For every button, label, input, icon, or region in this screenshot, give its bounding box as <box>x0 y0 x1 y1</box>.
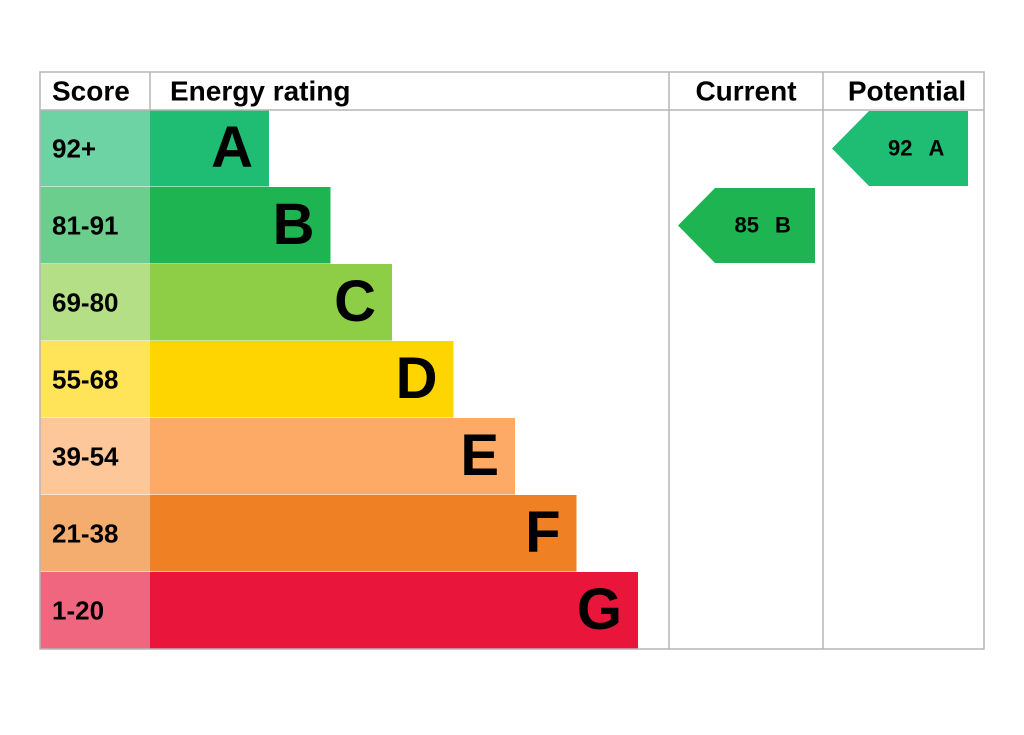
rating-bar <box>150 572 638 649</box>
band-letter: B <box>273 192 315 257</box>
rating-bar <box>150 418 515 495</box>
score-cell <box>40 264 150 341</box>
rating-bar <box>150 110 269 187</box>
rating-bar <box>150 341 454 418</box>
score-cell <box>40 418 150 495</box>
header-score: Score <box>52 75 130 106</box>
score-cell-tint <box>40 187 150 264</box>
header-rating: Energy rating <box>170 75 350 106</box>
score-cell-tint <box>40 341 150 418</box>
score-cell <box>40 110 150 187</box>
score-range: 92+ <box>52 133 96 163</box>
rating-bar <box>150 187 331 264</box>
band-letter: E <box>460 423 499 488</box>
potential-band: A <box>929 135 945 160</box>
score-range: 1-20 <box>52 595 104 625</box>
score-cell <box>40 187 150 264</box>
band-letter: A <box>211 115 253 180</box>
score-range: 39-54 <box>52 441 119 471</box>
header-potential: Potential <box>848 75 966 106</box>
band-letter: F <box>525 500 560 565</box>
table-lines <box>39 71 985 650</box>
score-cell-tint <box>40 495 150 572</box>
score-cell <box>40 341 150 418</box>
rating-bar <box>150 264 392 341</box>
score-cell <box>40 495 150 572</box>
potential-score: 92 <box>888 135 912 160</box>
score-range: 21-38 <box>52 518 119 548</box>
current-band: B <box>775 212 791 237</box>
score-cell-tint <box>40 572 150 649</box>
current-score: 85 <box>735 212 759 237</box>
score-cell-tint <box>40 418 150 495</box>
band-letter: D <box>396 346 438 411</box>
header-current: Current <box>695 75 796 106</box>
band-letter: G <box>577 577 622 642</box>
score-range: 55-68 <box>52 364 119 394</box>
score-range: 81-91 <box>52 210 119 240</box>
score-cell <box>40 572 150 649</box>
table-border <box>39 71 985 650</box>
rating-bar <box>150 495 577 572</box>
score-cell-tint <box>40 264 150 341</box>
bands: 92+ A 81-91 B 69-80 C 55-68 D 39-54 E 21-38 F 1-20 G <box>40 110 638 650</box>
current-arrow <box>678 188 815 263</box>
potential-arrow <box>832 111 968 186</box>
score-range: 69-80 <box>52 287 119 317</box>
score-cell-tint <box>40 110 150 187</box>
band-letter: C <box>334 269 376 334</box>
